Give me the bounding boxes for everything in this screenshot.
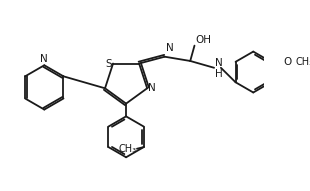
Text: OH: OH xyxy=(195,35,211,45)
Text: S: S xyxy=(106,58,112,69)
Text: N
H: N H xyxy=(215,58,223,79)
Text: N: N xyxy=(148,83,156,93)
Text: CH₃: CH₃ xyxy=(296,57,310,67)
Text: N: N xyxy=(40,54,47,64)
Text: O: O xyxy=(284,57,292,67)
Text: CH₃: CH₃ xyxy=(118,144,136,154)
Text: N: N xyxy=(166,43,173,53)
